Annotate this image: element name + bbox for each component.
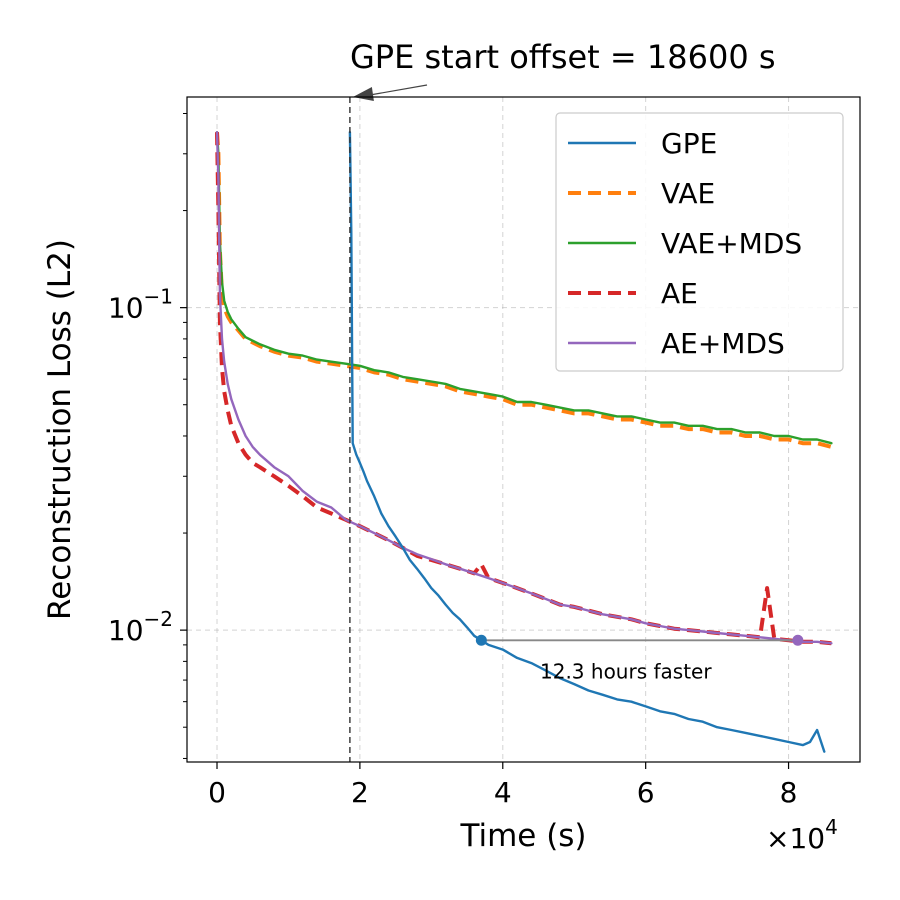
legend-label: AE — [661, 277, 698, 310]
offset-arrow-shaft — [369, 84, 428, 96]
x-tick-label: 6 — [637, 776, 655, 809]
legend-label: VAE — [661, 177, 715, 210]
axes: 0 2 4 6 810−110−2 — [108, 112, 798, 809]
legend: GPE VAE VAE+MDS AE AE+MDS — [555, 112, 844, 372]
legend-label: AE+MDS — [661, 327, 785, 360]
x-multiplier-base: ×10 — [766, 822, 825, 855]
x-axis-label: Time (s) — [459, 818, 586, 854]
series-line-ae-mds — [215, 130, 833, 645]
y-tick-base: 10 — [108, 292, 144, 325]
y-tick-base: 10 — [108, 614, 144, 647]
series-layer — [215, 130, 833, 753]
legend-box — [555, 112, 844, 372]
x-axis-multiplier: ×104 — [766, 815, 838, 855]
y-tick-exponent: −2 — [144, 607, 173, 631]
series-line-vae-mds — [215, 130, 833, 445]
plot-frame — [186, 96, 861, 763]
series-line-gpe — [348, 130, 826, 753]
offset-annotation: GPE start offset = 18600 s — [350, 38, 776, 76]
y-tick-label: 10−2 — [108, 607, 173, 647]
gpe-marker — [475, 634, 487, 646]
x-tick-label: 0 — [208, 776, 226, 809]
faster-annotation: 12.3 hours faster — [540, 659, 712, 683]
x-tick-label: 2 — [351, 776, 369, 809]
y-axis-label: Reconstruction Loss (L2) — [42, 239, 78, 620]
legend-label: GPE — [661, 127, 717, 160]
y-tick-exponent: −1 — [144, 285, 173, 309]
x-tick-label: 8 — [780, 776, 798, 809]
x-tick-label: 4 — [494, 776, 512, 809]
legend-label: VAE+MDS — [661, 227, 802, 260]
ae-mds-marker — [792, 634, 804, 646]
x-multiplier-exponent: 4 — [825, 815, 838, 839]
y-tick-label: 10−1 — [108, 285, 173, 325]
